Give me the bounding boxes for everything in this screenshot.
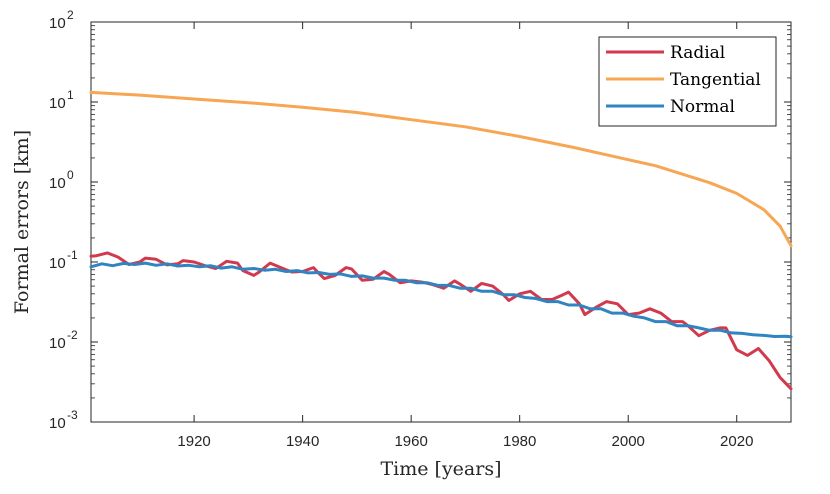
- y-tick-exponent: -1: [67, 248, 78, 262]
- y-tick-label: 10 -2: [49, 328, 78, 352]
- x-axis-label: Time [years]: [380, 458, 501, 480]
- y-tick-base: 10: [49, 415, 66, 432]
- series-line-tangential: [89, 90, 793, 248]
- legend-label-tangential: Tangential: [670, 70, 761, 90]
- y-tick-label: 10 0: [49, 168, 74, 192]
- y-tick-label: 10 1: [49, 88, 74, 112]
- x-tick-label: 1980: [503, 433, 536, 450]
- y-axis-label: Formal errors [km]: [11, 130, 33, 314]
- legend: Radial Tangential Normal: [598, 36, 777, 127]
- x-tick-label: 1940: [286, 433, 319, 450]
- x-tick-label: 2000: [612, 433, 645, 450]
- x-tick-label: 1960: [394, 433, 427, 450]
- y-tick-exponent: -2: [67, 328, 78, 342]
- y-tick-exponent: 1: [67, 88, 74, 102]
- y-tick-base: 10: [49, 255, 66, 272]
- legend-label-normal: Normal: [670, 97, 735, 117]
- y-tick-label: 10 -3: [49, 408, 78, 432]
- legend-label-radial: Radial: [670, 43, 725, 63]
- y-tick-exponent: 2: [67, 8, 74, 22]
- series-line-normal: [89, 261, 793, 339]
- y-tick-exponent: -3: [67, 408, 78, 422]
- y-tick-label: 10 2: [49, 8, 74, 32]
- y-tick-label: 10 -1: [49, 248, 78, 272]
- x-tick-label: 2020: [720, 433, 753, 450]
- series-layer: [89, 90, 793, 391]
- y-tick-exponent: 0: [67, 168, 74, 182]
- y-tick-base: 10: [49, 335, 66, 352]
- y-tick-base: 10: [49, 175, 66, 192]
- y-tick-base: 10: [49, 95, 66, 112]
- y-tick-base: 10: [49, 15, 66, 32]
- x-tick-label: 1920: [177, 433, 210, 450]
